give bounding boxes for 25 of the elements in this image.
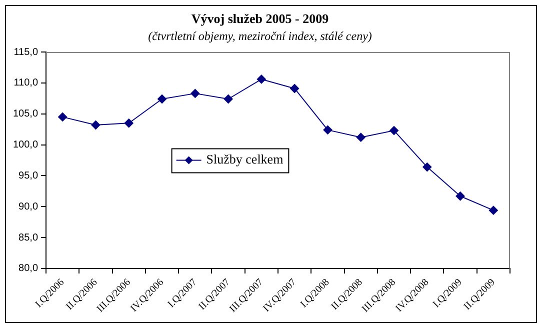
y-tick-label: 85,0 — [18, 232, 38, 244]
point — [158, 94, 167, 104]
chart-title: Vývoj služeb 2005 - 2009 — [191, 11, 330, 26]
y-tick-label: 105,0 — [12, 108, 38, 120]
legend-label: Služby celkem — [206, 152, 284, 167]
y-tick-label: 110,0 — [14, 78, 38, 89]
chart-subtitle: (čtvrtletní objemy, meziroční index, stálé ceny) — [148, 28, 372, 43]
y-tick-label: 115,0 — [14, 46, 38, 58]
point — [58, 112, 68, 122]
point — [456, 192, 465, 201]
point — [124, 118, 134, 128]
point — [422, 162, 432, 172]
point — [488, 206, 498, 215]
point — [290, 84, 300, 93]
y-tick-label: 100,0 — [12, 140, 38, 151]
y-tick-label: 90,0 — [18, 201, 38, 212]
y-tick-label: 95,0 — [18, 170, 38, 182]
point — [91, 120, 100, 130]
y-tick-label: 80,0 — [18, 263, 38, 274]
point — [256, 74, 266, 84]
point — [224, 94, 233, 104]
point — [190, 88, 200, 98]
point — [356, 132, 366, 142]
point — [323, 125, 332, 134]
point — [390, 126, 399, 136]
